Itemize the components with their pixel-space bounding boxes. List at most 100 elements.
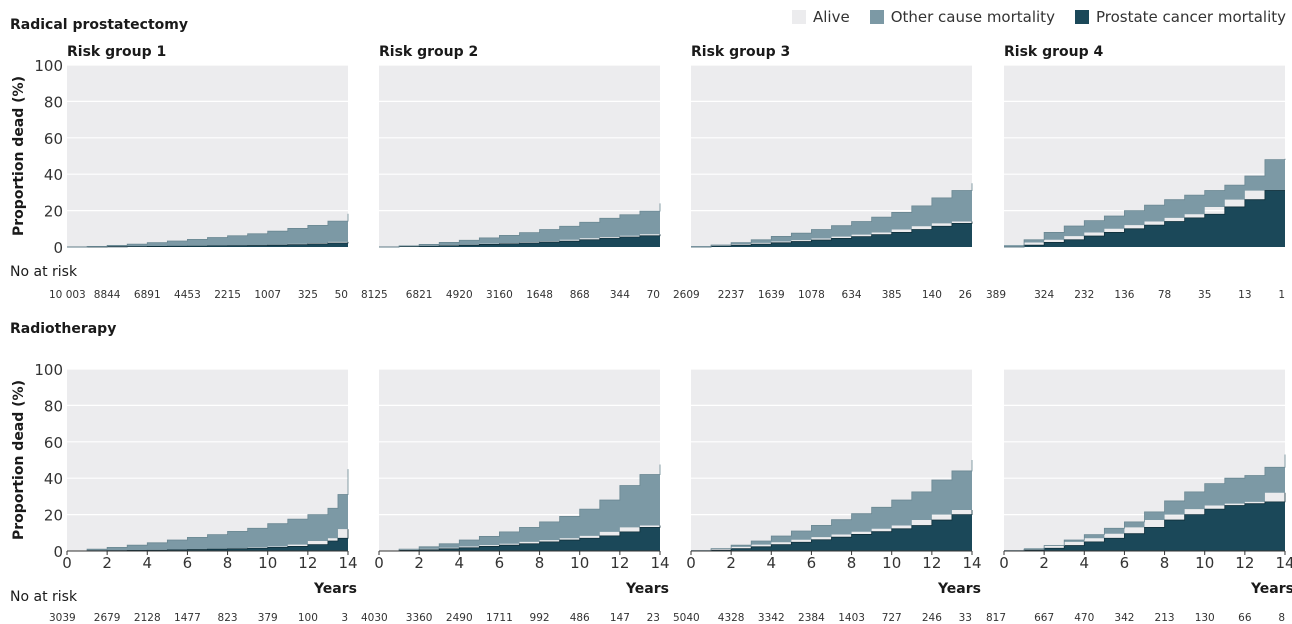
at-risk-value: 1639 [758, 289, 785, 301]
at-risk-value: 325 [298, 289, 318, 301]
at-risk-value: 727 [882, 612, 902, 624]
at-risk-value: 213 [1155, 612, 1175, 624]
line-other-cause-mortality [1004, 158, 1286, 248]
section-title-radiotherapy: Radiotherapy [10, 321, 116, 337]
line-prostate-cancer-mortality [691, 221, 973, 248]
at-risk-value: 2128 [134, 612, 161, 624]
area-other-cause-mortality [691, 183, 972, 247]
at-risk-value: 50 [335, 289, 348, 301]
panel-title: Risk group 3 [691, 44, 790, 60]
legend: Alive Other cause mortality Prostate can… [792, 8, 1286, 26]
x-axis-label: Years [625, 581, 669, 597]
legend-item-prostate: Prostate cancer mortality [1074, 8, 1286, 26]
at-risk-value: 2215 [214, 289, 241, 301]
x-tick-label: 8 [535, 554, 545, 572]
x-tick-label: 12 [610, 554, 629, 572]
at-risk-value: 1078 [798, 289, 825, 301]
y-tick-label: 20 [44, 507, 63, 525]
x-tick-label: 0 [62, 554, 72, 572]
x-tick-label: 14 [338, 554, 357, 572]
at-risk-value: 379 [258, 612, 278, 624]
at-risk-value: 4920 [446, 289, 473, 301]
line-prostate-cancer-mortality [1004, 492, 1286, 552]
at-risk-value: 823 [218, 612, 238, 624]
area-other-cause-mortality [379, 203, 660, 247]
at-risk-label: No at risk [10, 589, 78, 605]
legend-swatch-prostate [1074, 10, 1089, 24]
legend-label-prostate: Prostate cancer mortality [1095, 8, 1286, 26]
plot-area [67, 65, 348, 247]
at-risk-value: 385 [882, 289, 902, 301]
panel-title: Risk group 4 [1004, 44, 1104, 60]
line-other-cause-mortality [691, 183, 973, 248]
at-risk-value: 6821 [406, 289, 433, 301]
at-risk-value: 868 [570, 289, 590, 301]
panel-radiotherapy-4: 0 2 4 6 8 10 12 14 Years 817 667 470 342 213 130 66 8 [986, 368, 1292, 624]
legend-item-alive: Alive [792, 8, 850, 26]
at-risk-value: 4453 [174, 289, 201, 301]
x-tick-label: 4 [1080, 554, 1090, 572]
line-prostate-cancer-mortality [691, 510, 973, 552]
panel-radical-prostatectomy-2: Risk group 2 8125 6821 4920 3160 1648 868 344 70 [361, 44, 661, 301]
at-risk-value: 486 [570, 612, 590, 624]
x-tick-label: 14 [650, 554, 669, 572]
line-prostate-cancer-mortality [67, 241, 349, 248]
at-risk-value: 6891 [134, 289, 161, 301]
at-risk-value: 147 [610, 612, 630, 624]
x-tick-label: 8 [1160, 554, 1170, 572]
at-risk-value: 10 003 [49, 289, 86, 301]
at-risk-value: 344 [610, 289, 630, 301]
panel-radiotherapy-2: 0 2 4 6 8 10 12 14 Years 4030 3360 2490 1711 992 486 14… [361, 368, 670, 624]
at-risk-value: 817 [986, 612, 1006, 624]
area-prostate-cancer-mortality [691, 221, 972, 247]
x-tick-label: 2 [1039, 554, 1049, 572]
x-tick-label: 8 [223, 554, 233, 572]
x-tick-label: 4 [455, 554, 465, 572]
at-risk-value: 2237 [718, 289, 745, 301]
line-prostate-cancer-mortality [1004, 190, 1285, 248]
at-risk-value: 1477 [174, 612, 201, 624]
legend-swatch-other [869, 10, 884, 24]
at-risk-value: 2490 [446, 612, 473, 624]
x-tick-label: 2 [726, 554, 736, 572]
line-other-cause-mortality [379, 464, 661, 552]
at-risk-value: 8 [1278, 612, 1285, 624]
at-risk-value: 78 [1158, 289, 1171, 301]
at-risk-value: 3342 [758, 612, 785, 624]
panel-radiotherapy-1: 0 20 40 60 80 100 Proportion dead (%) 0 2 4 6 8 10 12… [11, 361, 358, 624]
at-risk-label: No at risk [10, 264, 78, 280]
area-other-cause-mortality [379, 464, 660, 551]
at-risk-value: 66 [1238, 612, 1252, 624]
x-axis-label: Years [313, 581, 357, 597]
at-risk-value: 13 [1238, 289, 1251, 301]
panel-title: Risk group 1 [67, 44, 166, 60]
area-other-cause-mortality [1004, 454, 1285, 551]
at-risk-value: 324 [1034, 289, 1054, 301]
legend-item-other: Other cause mortality [869, 8, 1055, 26]
y-tick-label: 20 [44, 203, 63, 221]
x-tick-label: 8 [847, 554, 857, 572]
legend-label-alive: Alive [813, 8, 850, 26]
legend-swatch-alive [792, 10, 806, 24]
at-risk-value: 1711 [486, 612, 513, 624]
x-tick-label: 10 [258, 554, 277, 572]
area-prostate-cancer-mortality [1004, 190, 1285, 247]
line-prostate-cancer-mortality [379, 234, 661, 248]
area-prostate-cancer-mortality [1004, 492, 1285, 551]
at-risk-value: 1007 [254, 289, 281, 301]
area-other-cause-mortality [67, 213, 348, 247]
x-tick-label: 14 [1275, 554, 1292, 572]
x-tick-label: 6 [183, 554, 193, 572]
x-tick-label: 6 [807, 554, 817, 572]
at-risk-value: 1648 [526, 289, 553, 301]
x-axis-label: Years [937, 581, 981, 597]
x-tick-label: 6 [1120, 554, 1130, 572]
at-risk-value: 1403 [838, 612, 865, 624]
y-axis-label: Proportion dead (%) [11, 76, 27, 236]
panel-title: Risk group 2 [379, 44, 478, 60]
at-risk-value: 470 [1074, 612, 1094, 624]
at-risk-value: 2609 [673, 289, 700, 301]
x-axis-label: Years [1250, 581, 1292, 597]
